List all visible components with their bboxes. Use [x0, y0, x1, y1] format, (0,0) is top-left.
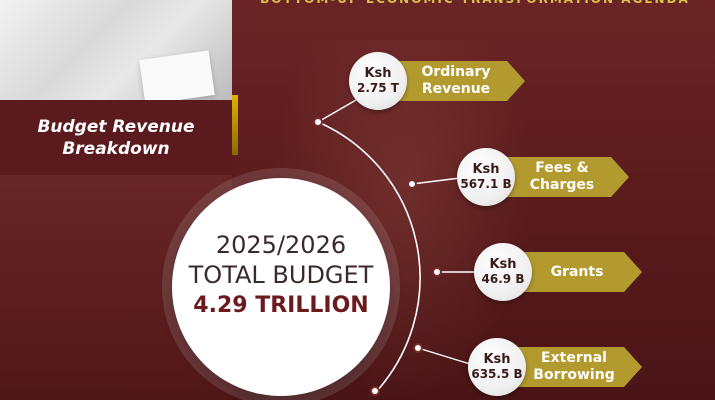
- currency: Ksh: [489, 257, 517, 272]
- revenue-label: External Borrowing: [502, 347, 642, 387]
- revenue-label-line1: Grants: [550, 263, 604, 280]
- arc-node: [407, 179, 417, 189]
- arc-node: [413, 343, 423, 353]
- total-budget-year: 2025/2026: [215, 231, 347, 259]
- total-budget-circle: 2025/2026 TOTAL BUDGET 4.29 TRILLION: [172, 178, 390, 396]
- revenue-amount-badge: Ksh 46.9 B: [474, 243, 532, 301]
- revenue-label-line1: Ordinary: [421, 64, 491, 80]
- revenue-label-line1: Fees &: [535, 160, 589, 176]
- revenue-item-ordinary-revenue: Ordinary Revenue Ksh 2.75 T: [349, 52, 525, 110]
- section-title-line2: Breakdown: [62, 139, 170, 159]
- revenue-label-line2: Borrowing: [533, 367, 615, 383]
- revenue-item-fees-charges: Fees & Charges Ksh 567.1 B: [457, 148, 629, 206]
- revenue-amount: 2.75 T: [357, 81, 399, 95]
- section-title-panel: [0, 100, 232, 175]
- revenue-amount: 567.1 B: [460, 177, 512, 191]
- currency: Ksh: [483, 352, 511, 367]
- top-banner: BOTTOM-UP ECONOMIC TRANSFORMATION AGENDA: [250, 0, 700, 8]
- revenue-amount-badge: Ksh 635.5 B: [468, 338, 526, 396]
- total-budget-label: TOTAL BUDGET: [188, 261, 374, 289]
- total-budget-amount: 4.29 TRILLION: [193, 293, 369, 318]
- gold-accent-strip: [232, 95, 238, 155]
- section-title: Budget Revenue Breakdown: [0, 116, 232, 160]
- background-photo: [0, 0, 232, 100]
- currency: Ksh: [472, 162, 500, 177]
- revenue-label-line2: Charges: [529, 177, 595, 193]
- revenue-amount-badge: Ksh 2.75 T: [349, 52, 407, 110]
- currency: Ksh: [364, 66, 392, 81]
- revenue-label-line2: Revenue: [421, 81, 491, 97]
- revenue-item-grants: Grants Ksh 46.9 B: [474, 243, 642, 301]
- arc-node: [432, 267, 442, 277]
- arc-node: [370, 386, 380, 396]
- revenue-amount: 635.5 B: [471, 367, 523, 381]
- section-title-line1: Budget Revenue: [37, 117, 195, 137]
- revenue-item-external-borrowing: External Borrowing Ksh 635.5 B: [468, 338, 642, 396]
- revenue-amount: 46.9 B: [481, 272, 525, 286]
- revenue-amount-badge: Ksh 567.1 B: [457, 148, 515, 206]
- revenue-label-line1: External: [541, 350, 607, 366]
- arc-node: [313, 117, 323, 127]
